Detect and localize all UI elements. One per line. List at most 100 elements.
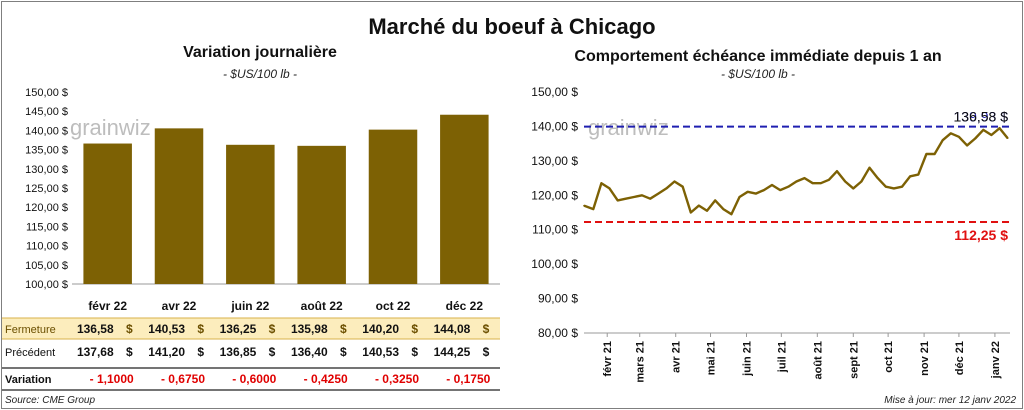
price-point <box>681 185 684 188</box>
left-y-tick-label: 150,00 $ <box>25 87 68 99</box>
table-cell-currency: $ <box>411 345 418 359</box>
right-chart-subtitle: Comportement échéance immédiate depuis 1… <box>574 48 942 65</box>
left-y-tick-label: 145,00 $ <box>25 106 68 118</box>
table-cell: 140,53 <box>148 322 185 336</box>
bar-avr 22 <box>154 128 204 284</box>
price-point <box>730 213 733 216</box>
right-x-tick-label: févr 21 <box>602 341 614 376</box>
bar-category-label: avr 22 <box>162 299 197 313</box>
right-x-tick-label: mai 21 <box>706 341 718 375</box>
price-point <box>746 191 749 193</box>
table-cell: 135,98 <box>291 322 328 336</box>
left-y-tick-label: 100,00 $ <box>25 279 68 291</box>
price-point <box>868 166 871 169</box>
price-point <box>633 196 635 198</box>
price-point <box>673 180 676 183</box>
right-x-tick-label: août 21 <box>812 341 824 380</box>
bar-category-label: août 22 <box>301 299 343 313</box>
price-point <box>649 197 651 200</box>
price-point <box>982 129 985 131</box>
main-title: Marché du boeuf à Chicago <box>368 14 656 39</box>
price-point <box>974 137 976 140</box>
price-point <box>600 182 603 185</box>
right-y-tick-label: 110,00 $ <box>532 223 578 237</box>
right-y-tick-label: 120,00 $ <box>531 188 578 202</box>
price-point <box>754 192 757 195</box>
price-point <box>828 178 830 181</box>
watermark: grainwiz <box>70 115 151 140</box>
price-point <box>714 199 716 202</box>
table-cell-currency: $ <box>269 322 276 336</box>
right-y-tick-label: 100,00 $ <box>531 257 578 271</box>
table-cell-currency: $ <box>269 345 276 359</box>
source-note: Source: CME Group <box>5 395 96 406</box>
price-point <box>803 177 806 179</box>
left-y-tick-label: 125,00 $ <box>25 183 68 195</box>
update-note: Mise à jour: mer 12 janv 2022 <box>884 395 1016 406</box>
price-point <box>665 187 668 190</box>
table-cell: 136,25 <box>220 322 257 336</box>
price-point <box>917 173 920 176</box>
table-cell: 136,85 <box>220 345 257 359</box>
right-x-tick-label: mars 21 <box>635 341 647 383</box>
table-cell: 137,68 <box>77 345 114 359</box>
right-y-tick-label: 130,00 $ <box>531 154 578 168</box>
right-x-tick-label: oct 21 <box>883 341 895 373</box>
price-point <box>893 187 895 190</box>
table-cell: 136,58 <box>77 322 114 336</box>
table-cell: 144,08 <box>434 322 471 336</box>
right-x-tick-label: juin 21 <box>742 341 754 377</box>
price-point <box>698 204 700 207</box>
fermeture-row-bg <box>2 318 500 339</box>
price-point <box>608 187 611 190</box>
price-point <box>909 175 911 178</box>
right-y-tick-label: 90,00 $ <box>538 292 578 306</box>
table-row-label: Variation <box>5 374 52 386</box>
price-point <box>998 127 1001 129</box>
low-value-label: 112,25 $ <box>954 227 1008 243</box>
table-row-label: Fermeture <box>5 324 56 336</box>
price-point <box>657 192 660 195</box>
right-x-tick-label: juil 21 <box>776 341 788 373</box>
price-point <box>958 135 960 138</box>
table-cell-currency: $ <box>483 322 490 336</box>
right-y-tick-label: 80,00 $ <box>538 326 578 340</box>
price-point <box>641 194 643 197</box>
bar-category-label: oct 22 <box>376 299 411 313</box>
table-cell: 136,40 <box>291 345 328 359</box>
price-point <box>990 134 993 136</box>
price-point <box>771 184 773 186</box>
left-y-tick-label: 105,00 $ <box>25 260 68 272</box>
table-cell: - 0,6750 <box>161 372 205 386</box>
price-point <box>795 180 798 183</box>
price-point <box>925 153 928 155</box>
right-x-tick-label: sept 21 <box>848 341 860 379</box>
table-cell: - 1,1000 <box>90 372 134 386</box>
table-cell: 140,20 <box>362 322 399 336</box>
right-x-tick-label: nov 21 <box>919 341 931 376</box>
left-chart-unit: - $US/100 lb - <box>222 67 298 81</box>
left-chart-subtitle: Variation journalière <box>183 44 337 61</box>
table-cell: - 0,3250 <box>375 372 419 386</box>
price-point <box>844 180 846 183</box>
price-point <box>738 196 741 198</box>
table-cell-currency: $ <box>340 322 347 336</box>
price-point <box>616 199 619 202</box>
last-value-label: 136,58 $ <box>954 109 1009 125</box>
left-y-tick-label: 110,00 $ <box>26 241 68 253</box>
price-point <box>819 182 822 185</box>
bar-category-label: févr 22 <box>88 299 127 313</box>
price-point <box>950 132 952 135</box>
table-cell: 140,53 <box>362 345 399 359</box>
right-y-tick-label: 150,00 $ <box>531 85 578 99</box>
table-cell: - 0,4250 <box>304 372 348 386</box>
left-y-tick-label: 120,00 $ <box>25 202 68 214</box>
price-point <box>583 204 585 207</box>
price-point <box>689 211 692 214</box>
bar-déc 22 <box>440 114 489 284</box>
high-value-label: 139,93 $ <box>954 109 1009 125</box>
price-point <box>592 208 595 210</box>
table-cell-currency: $ <box>340 345 347 359</box>
table-cell-currency: $ <box>126 345 133 359</box>
